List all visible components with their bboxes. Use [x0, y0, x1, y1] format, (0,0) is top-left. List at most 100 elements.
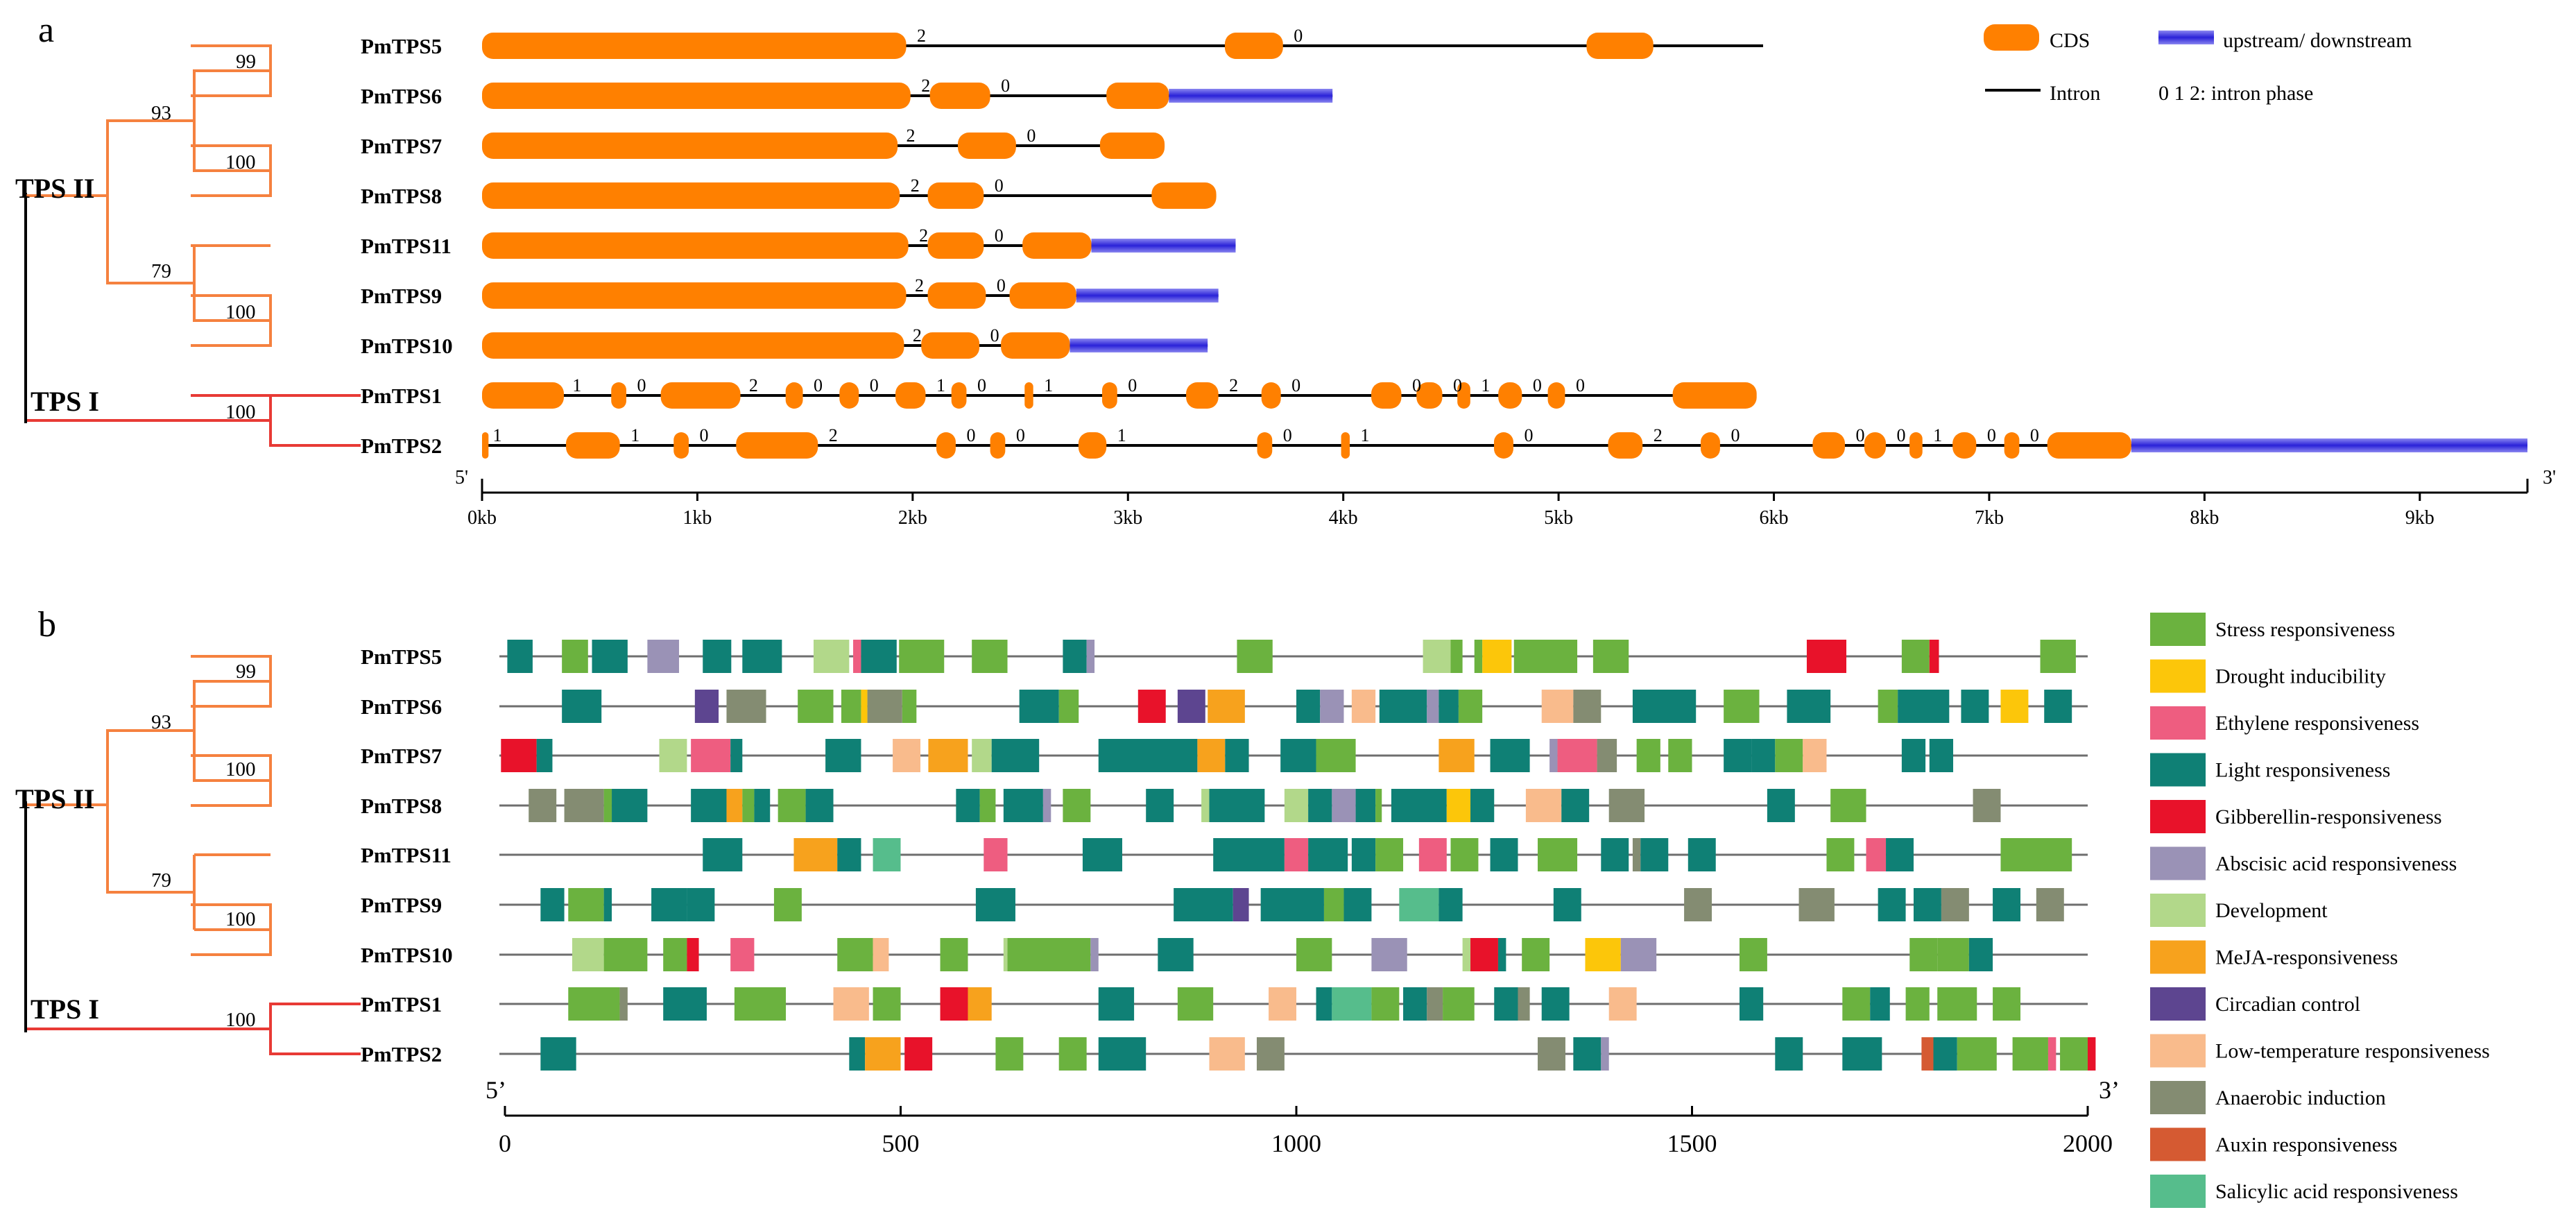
cds-legend-label: CDS: [2050, 29, 2090, 52]
cis-element: [1439, 888, 1463, 921]
cis-element: [726, 690, 766, 723]
cis-element: [837, 938, 873, 971]
cds-exon: [921, 332, 980, 359]
clade-a-tps1: TPS I: [31, 386, 99, 417]
cis-element: [1522, 938, 1550, 971]
axis-a-tick-label: 6kb: [1760, 507, 1789, 529]
cis-element: [893, 739, 921, 772]
cis-element: [1482, 640, 1512, 673]
promoter-pmtps6: [499, 690, 2088, 723]
intron-phase-label: 2: [917, 26, 926, 46]
intron-phase-label: 1: [1117, 425, 1126, 445]
axis-a-tick-label: 9kb: [2405, 507, 2435, 529]
cis-element: [1929, 640, 1939, 673]
upstream-legend-label: upstream/ downstream: [2223, 29, 2412, 52]
cis-element: [968, 987, 992, 1021]
cds-exon: [927, 282, 986, 309]
cis-element: [1937, 938, 1969, 971]
cis-element: [805, 789, 834, 822]
legend-a: CDS upstream/ downstream Intron 0 1 2: i…: [1984, 24, 2412, 105]
cis-element: [1842, 1037, 1882, 1071]
cds-exon: [951, 382, 967, 409]
cis-element: [975, 888, 1015, 921]
cds-exon: [1009, 282, 1076, 309]
cis-element: [1601, 838, 1629, 871]
cis-element: [1636, 739, 1660, 772]
legend-label: Light responsiveness: [2215, 759, 2390, 782]
cds-exon: [482, 182, 900, 209]
cds-exon: [611, 382, 626, 409]
cis-element: [1090, 938, 1099, 971]
cis-element: [1739, 938, 1767, 971]
cis-element: [1391, 789, 1447, 822]
cis-element: [1878, 690, 1898, 723]
cis-element: [1830, 789, 1866, 822]
cis-element: [2047, 1037, 2056, 1071]
cis-element: [1450, 640, 1463, 673]
axis-a-tick-label: 4kb: [1329, 507, 1358, 529]
cds-exon: [1151, 182, 1217, 209]
gene-structure-pmtps2: 1 1 0 2 0 0 1 0 1 0 2 0 0 0 1 0 0: [482, 425, 2527, 459]
cds-exon: [1493, 432, 1513, 459]
cds-exon: [1224, 33, 1283, 59]
legend-label: Abscisic acid responsiveness: [2215, 853, 2457, 876]
cis-element: [1592, 640, 1629, 673]
cis-element: [1490, 838, 1518, 871]
cis-element: [742, 640, 782, 673]
cds-exon: [1001, 332, 1070, 359]
phase-legend-label: 0 1 2: intron phase: [2158, 82, 2313, 105]
clade-a-tps2: TPS II: [15, 173, 95, 204]
cis-element: [1632, 838, 1641, 871]
cds-exon: [736, 432, 818, 459]
cis-element: [1573, 690, 1602, 723]
cis-element: [1158, 938, 1194, 971]
cis-element: [1739, 987, 1764, 1021]
cds-exon: [785, 382, 803, 409]
cds-exon: [958, 133, 1016, 159]
axis-b-tick-label: 2000: [2063, 1130, 2113, 1157]
bootstrap-b-1: 99: [236, 660, 256, 683]
cis-element: [1538, 1037, 1565, 1071]
legend-swatch: [2150, 1175, 2206, 1208]
cds-exon: [482, 282, 907, 309]
intron-legend-label: Intron: [2050, 82, 2100, 105]
phylogenetic-tree-a: [24, 44, 361, 447]
cis-element: [1351, 690, 1376, 723]
promoter-label-pmtps10: PmTPS10: [361, 943, 453, 967]
cis-element: [1787, 690, 1831, 723]
promoter-pmtps9: [499, 888, 2088, 921]
gene-label-pmtps5: PmTPS5: [361, 34, 442, 58]
axis-b-tick-label: 1500: [1667, 1130, 1717, 1157]
cis-element: [1497, 938, 1506, 971]
axis-a-end-label: 3': [2543, 467, 2556, 488]
cds-exon: [1261, 382, 1281, 409]
cis-element: [1296, 938, 1332, 971]
intron-phase-label: 0: [966, 425, 975, 445]
cis-element: [1174, 888, 1233, 921]
gene-label-pmtps9: PmTPS9: [361, 284, 442, 308]
cis-element: [1375, 838, 1404, 871]
cds-exon: [482, 232, 909, 259]
cis-element: [2000, 838, 2072, 871]
intron-phase-label: 0: [1128, 375, 1137, 395]
cis-element: [972, 640, 1008, 673]
cis-element: [1901, 739, 1926, 772]
cis-element: [1284, 838, 1309, 871]
bootstrap-b-4: 79: [151, 869, 171, 892]
cds-exon: [566, 432, 620, 459]
legend-b: Stress responsiveness Drought inducibilit…: [2150, 613, 2490, 1208]
cis-element: [1573, 1037, 1602, 1071]
cis-element: [2044, 690, 2072, 723]
intron-phase-label: 0: [1731, 425, 1740, 445]
cis-element: [928, 739, 968, 772]
axis-a-tick-label: 8kb: [2190, 507, 2219, 529]
intron-phase-label: 1: [1361, 425, 1370, 445]
cis-element: [1137, 690, 1166, 723]
cis-element: [873, 987, 901, 1021]
axis-b-tick-label: 1000: [1271, 1130, 1321, 1157]
cis-element: [1403, 987, 1427, 1021]
cis-element: [1549, 739, 1558, 772]
cis-element: [904, 1037, 933, 1071]
